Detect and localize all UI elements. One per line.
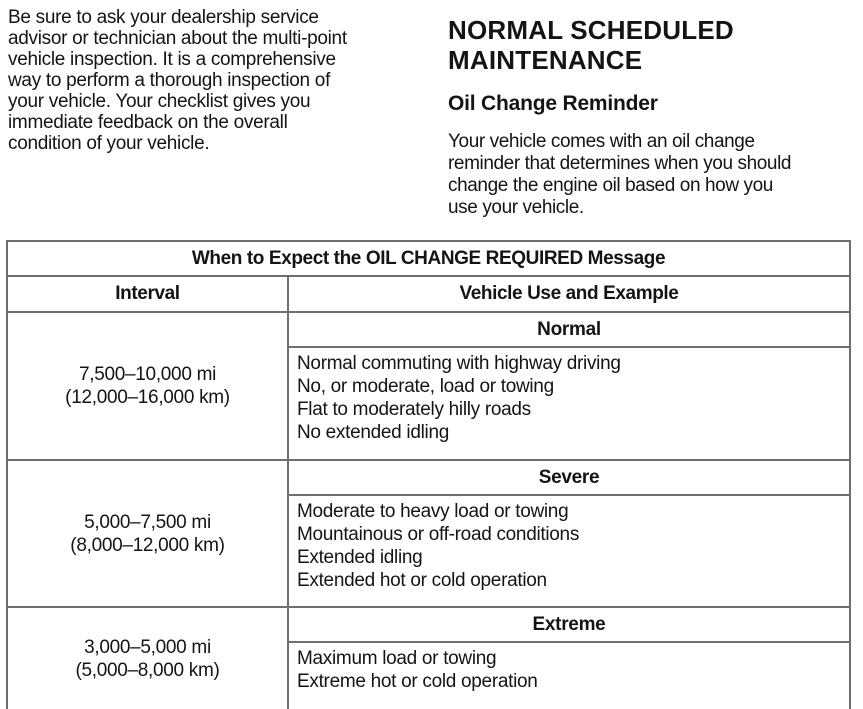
table-row: 5,000–7,500 mi (8,000–12,000 km) Severe [6, 459, 851, 608]
oil-change-paragraph: Your vehicle comes with an oil change re… [448, 131, 858, 219]
category-header-normal: Normal [287, 311, 851, 348]
interval-cell-severe: 5,000–7,500 mi (8,000–12,000 km) [6, 459, 289, 608]
table-row: 7,500–10,000 mi (12,000–16,000 km) Norma… [6, 311, 851, 461]
example-line: Extended hot or cold operation [297, 570, 547, 591]
category-header-severe: Severe [287, 459, 851, 496]
section-title-line: MAINTENANCE [448, 45, 643, 75]
maintenance-section: NORMAL SCHEDULED MAINTENANCE Oil Change … [448, 15, 858, 219]
paragraph-line: use your vehicle. [448, 197, 584, 218]
table-title: When to Expect the OIL CHANGE REQUIRED M… [6, 240, 851, 277]
example-line: No extended idling [297, 422, 449, 443]
oil-change-table: When to Expect the OIL CHANGE REQUIRED M… [6, 240, 851, 709]
example-line: Mountainous or off-road conditions [297, 524, 580, 545]
table-row: 3,000–5,000 mi (5,000–8,000 km) Extreme [6, 606, 851, 709]
paragraph-line: vehicle inspection. It is a comprehensiv… [8, 49, 336, 70]
paragraph-line: your vehicle. Your checklist gives you [8, 91, 311, 112]
section-title-line: NORMAL SCHEDULED [448, 15, 734, 45]
table-header-row: Interval Vehicle Use and Example [6, 275, 851, 313]
paragraph-line: Be sure to ask your dealership service [8, 7, 319, 28]
column-header-interval: Interval [6, 275, 289, 313]
example-line: Normal commuting with highway driving [297, 353, 621, 374]
section-title: NORMAL SCHEDULED MAINTENANCE [448, 15, 858, 75]
interval-miles: 7,500–10,000 mi [78, 364, 217, 385]
column-header-vehicle-use: Vehicle Use and Example [287, 275, 851, 313]
paragraph-line: condition of your vehicle. [8, 133, 210, 154]
example-line: Extreme hot or cold operation [297, 671, 538, 692]
paragraph-line: advisor or technician about the multi-po… [8, 28, 347, 49]
example-line: Extended idling [297, 547, 423, 568]
table-row: Normal commuting with highway driving No… [7, 346, 851, 461]
examples-cell-severe: Moderate to heavy load or towing Mountai… [287, 494, 851, 608]
interval-miles: 5,000–7,500 mi [84, 511, 211, 533]
paragraph-line: immediate feedback on the overall [8, 112, 288, 133]
paragraph-line: Your vehicle comes with an oil change [448, 131, 755, 152]
category-header-extreme: Extreme [287, 606, 851, 643]
example-line: No, or moderate, load or towing [297, 376, 554, 397]
paragraph-line: reminder that determines when you should [448, 153, 792, 174]
paragraph-line: way to perform a thorough inspection of [8, 70, 331, 91]
interval-miles: 3,000–5,000 mi [84, 636, 211, 658]
interval-cell-extreme: 3,000–5,000 mi (5,000–8,000 km) [6, 606, 289, 709]
table-row: Moderate to heavy load or towing Mountai… [7, 494, 851, 608]
example-line: Flat to moderately hilly roads [297, 399, 531, 420]
interval-km: (5,000–8,000 km) [75, 659, 220, 681]
table-title-row: When to Expect the OIL CHANGE REQUIRED M… [6, 240, 851, 277]
examples-cell-extreme: Maximum load or towing Extreme hot or co… [287, 641, 851, 709]
subsection-title: Oil Change Reminder [448, 92, 658, 115]
intro-paragraph: Be sure to ask your dealership service a… [8, 7, 428, 154]
example-line: Maximum load or towing [297, 648, 497, 669]
examples-cell-normal: Normal commuting with highway driving No… [287, 346, 851, 461]
interval-km: (12,000–16,000 km) [65, 387, 230, 408]
paragraph-line: change the engine oil based on how you [448, 175, 773, 196]
interval-km: (8,000–12,000 km) [70, 534, 225, 556]
interval-cell-normal: 7,500–10,000 mi (12,000–16,000 km) [6, 311, 289, 461]
example-line: Moderate to heavy load or towing [297, 501, 569, 522]
